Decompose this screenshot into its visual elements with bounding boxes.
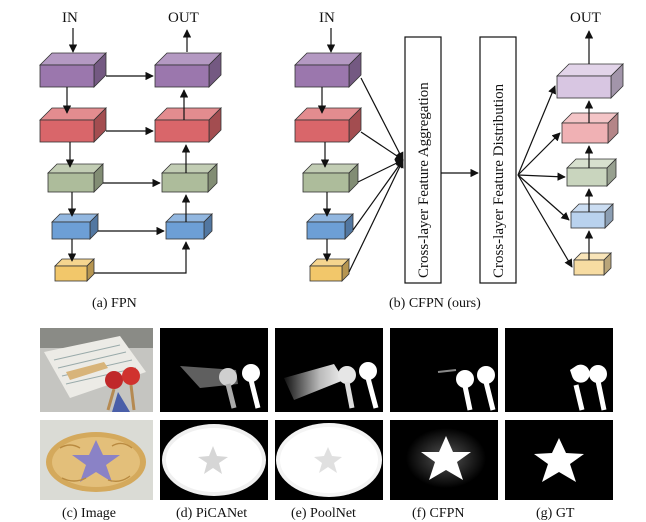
cfpn-distribute-arrow-2 [517, 132, 561, 176]
fpn-caption: (a) FPN [92, 296, 137, 311]
cfpn-backbone-layer-5 [309, 258, 350, 282]
cfpn-backbone-layer-1 [294, 52, 362, 88]
row1-picanet [160, 328, 268, 412]
caption-gt: (g) GT [536, 506, 575, 521]
fpn-topdown-layer-4 [165, 213, 213, 240]
comparison-grid: (c) Image (d) PiCANet (e) PoolNet (f) CF… [40, 328, 613, 521]
cfpn-aggregate-arrow-3 [357, 159, 404, 183]
fpn-diagram: IN OUT (a) FPN [39, 10, 222, 311]
row2-cfpn [390, 420, 498, 500]
cfpn-output-layer-1 [556, 63, 624, 99]
cfpn-backbone-layer-2 [294, 107, 362, 143]
row2-poolnet [275, 420, 383, 500]
cfpn-distribute-arrow-3 [517, 172, 566, 181]
caption-cfpn: (f) CFPN [412, 506, 465, 521]
cfpn-output-layer-2 [561, 112, 619, 144]
cfpn-output-layer-4 [570, 203, 614, 229]
fpn-bottomup-layer-5 [54, 258, 95, 282]
cfpn-distribute-arrow-4 [517, 174, 570, 221]
fpn-td-arrow-4 [94, 241, 191, 274]
aggregation-label: Cross-layer Feature Aggregation [416, 82, 432, 278]
cfpn-aggregate-arrow-2 [360, 131, 404, 161]
fpn-bottomup-layer-1 [39, 52, 107, 88]
cfpn-out-label: OUT [570, 10, 601, 26]
caption-poolnet: (e) PoolNet [291, 506, 356, 521]
cfpn-distribute-arrow-5 [517, 174, 573, 268]
row2-image [40, 420, 153, 500]
fpn-topdown-layer-2 [154, 107, 222, 143]
fpn-topdown-layer-3 [161, 163, 218, 193]
cfpn-backbone-layer-3 [302, 163, 359, 193]
cfpn-diagram: IN OUT Cross-layer Feature Aggregation C… [294, 10, 624, 311]
fpn-out-label: OUT [168, 10, 199, 26]
caption-picanet: (d) PiCANet [176, 506, 247, 521]
row1-image [40, 328, 153, 412]
row1-poolnet [275, 328, 383, 412]
row2-gt [505, 420, 613, 500]
cfpn-output-layer-5 [573, 252, 612, 276]
cfpn-distribute-arrow-1 [517, 85, 556, 176]
distribution-box [479, 36, 517, 284]
fpn-bottomup-layer-3 [47, 163, 104, 193]
distribution-label: Cross-layer Feature Distribution [491, 83, 507, 278]
row1-cfpn [390, 328, 498, 412]
cfpn-output-layer-3 [566, 158, 617, 187]
cfpn-backbone-layer-4 [306, 213, 354, 240]
caption-image: (c) Image [62, 506, 116, 521]
row1-gt [505, 328, 613, 412]
cfpn-aggregate-arrow-4 [352, 159, 404, 231]
aggregation-box [404, 36, 442, 284]
cfpn-caption: (b) CFPN (ours) [389, 296, 481, 311]
fpn-in-label: IN [62, 10, 78, 26]
cfpn-aggregate-arrow-5 [348, 159, 404, 273]
fpn-bottomup-layer-2 [39, 107, 107, 143]
fpn-topdown-layer-1 [154, 52, 222, 88]
row2-picanet [160, 420, 268, 500]
cfpn-aggregate-arrow-1 [360, 77, 404, 161]
fpn-bottomup-layer-4 [51, 213, 99, 240]
cfpn-in-label: IN [319, 10, 335, 26]
